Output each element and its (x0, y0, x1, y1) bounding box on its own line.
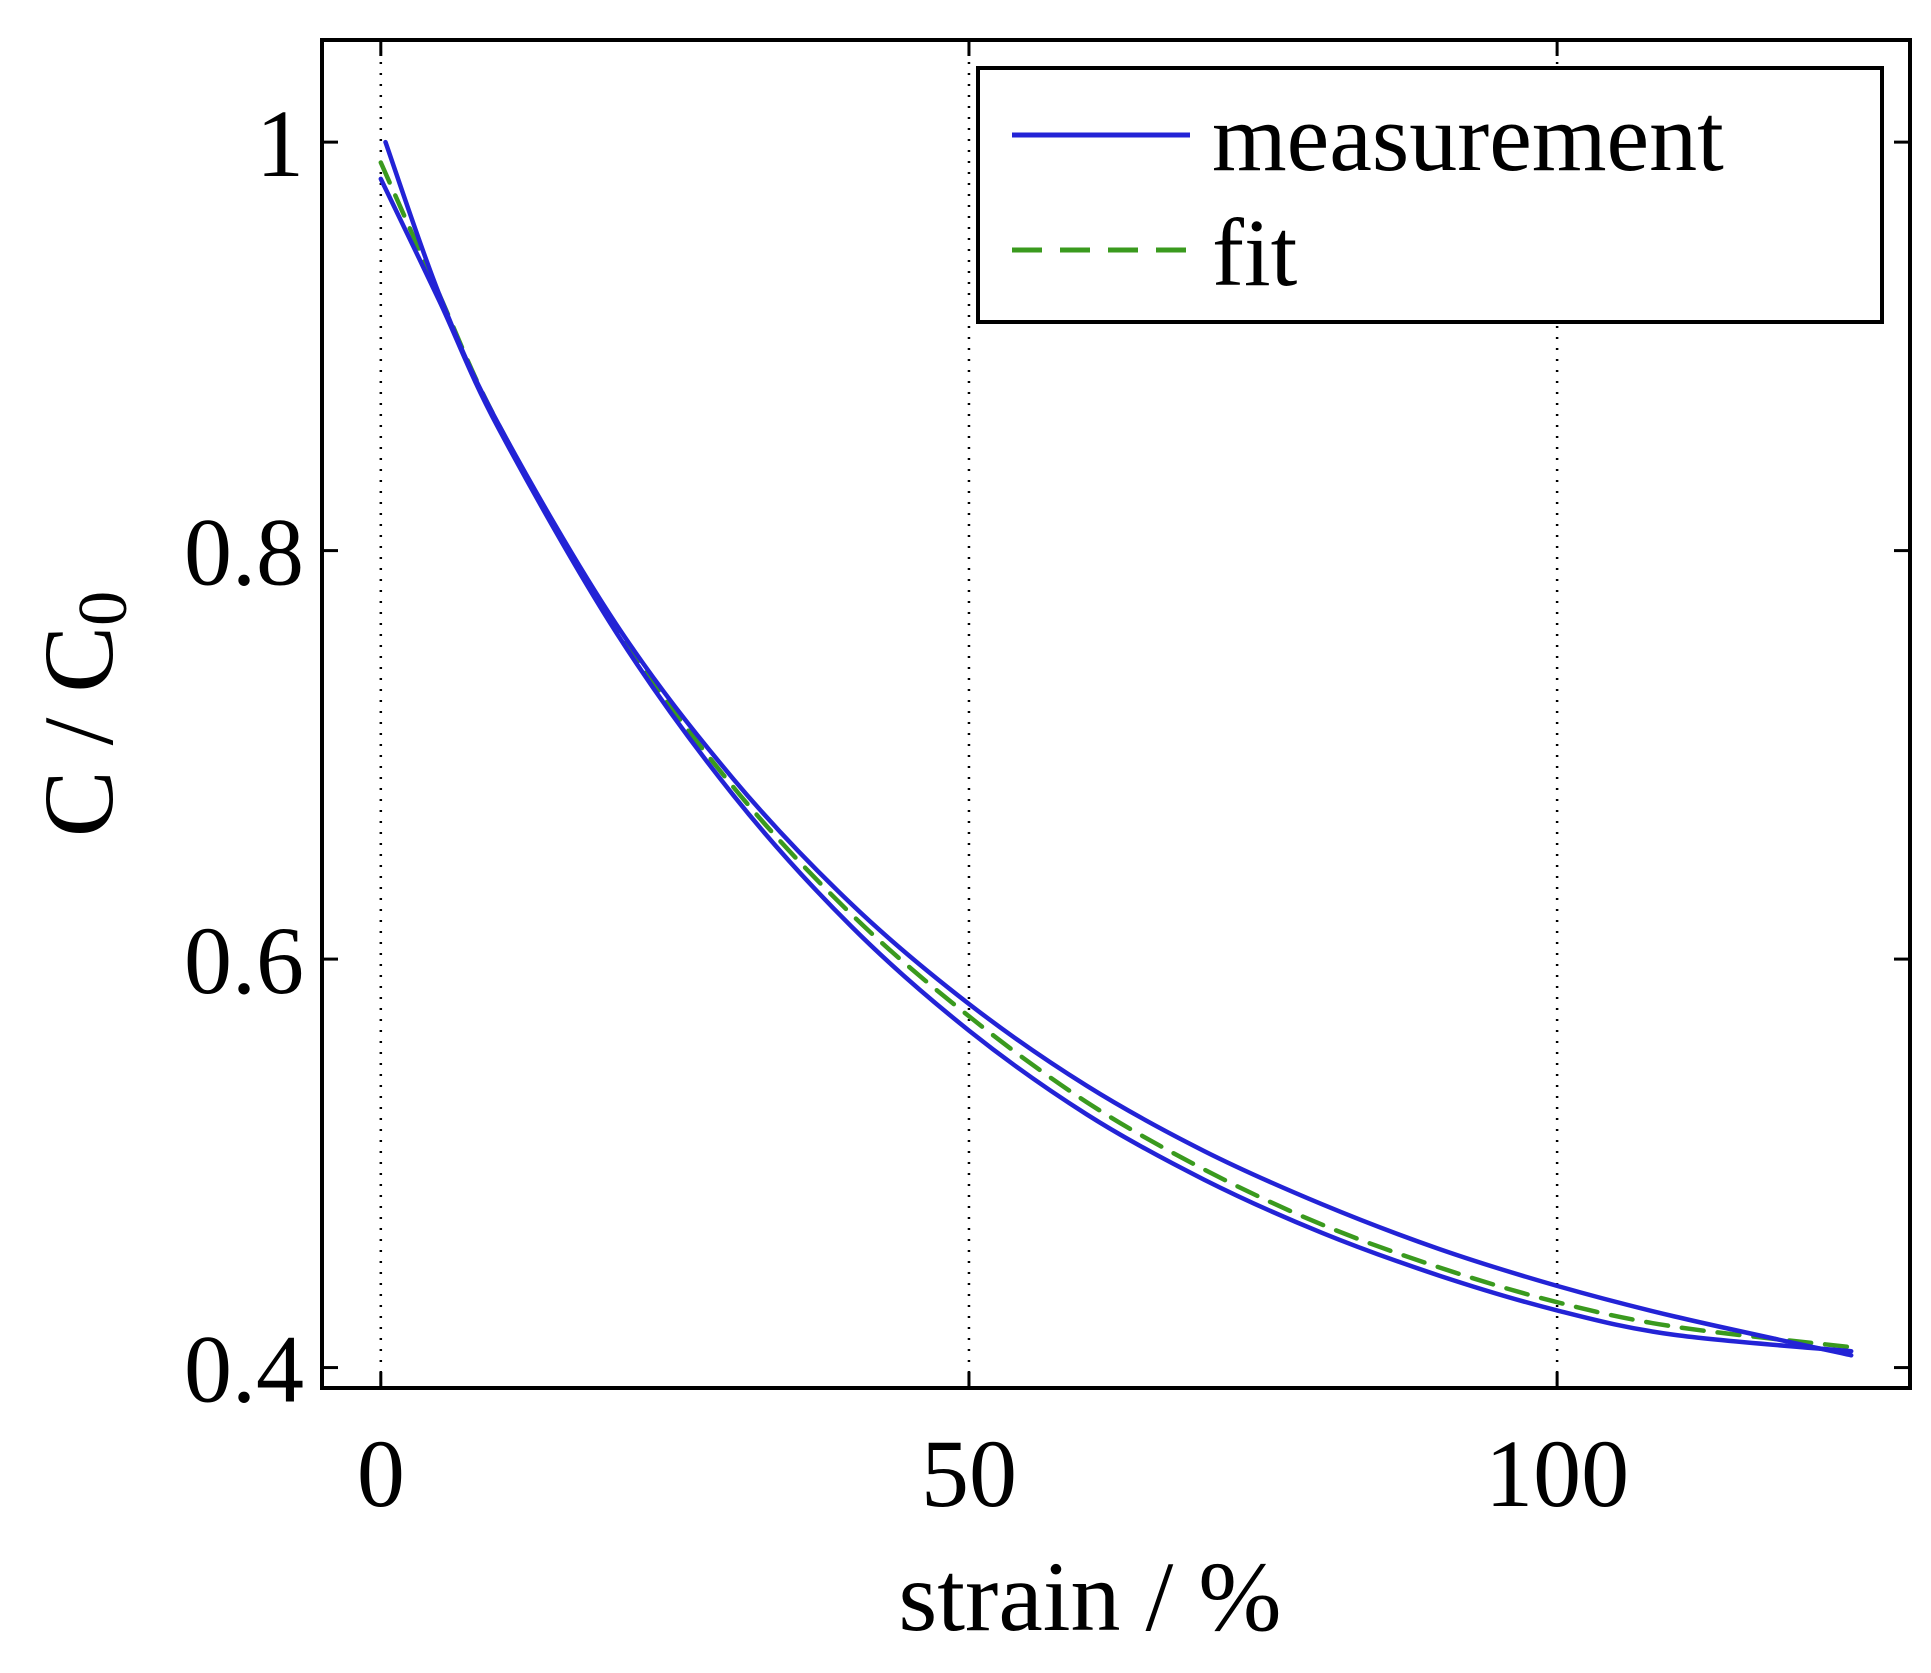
x-tick-label: 50 (921, 1420, 1017, 1527)
grid (379, 40, 1559, 1388)
y-tick-label: 0.8 (184, 499, 304, 606)
y-tick-label: 0.6 (184, 907, 304, 1014)
y-axis-label-subscript: 0 (65, 591, 142, 626)
x-tick-label: 100 (1485, 1420, 1629, 1527)
series-line-fit (378, 160, 1854, 1350)
series (378, 139, 1854, 1358)
x-tick-label: 0 (357, 1420, 405, 1527)
legend-label-fit: fit (1212, 199, 1298, 306)
x-axis-label: strain / % (898, 1541, 1281, 1652)
y-tick-label: 0.4 (184, 1316, 304, 1423)
y-axis-label-base: C / C (23, 626, 134, 837)
legend-label-measurement: measurement (1212, 84, 1724, 191)
y-tick-label: 1 (256, 90, 304, 197)
legend: measurement fit (976, 66, 1884, 324)
legend-box (976, 66, 1884, 324)
ticks: 0 50 100 0.4 0.6 0.8 1 (184, 40, 1910, 1527)
series-line-measurement-return (378, 176, 1854, 1354)
y-axis-label: C / C0 (23, 591, 142, 837)
